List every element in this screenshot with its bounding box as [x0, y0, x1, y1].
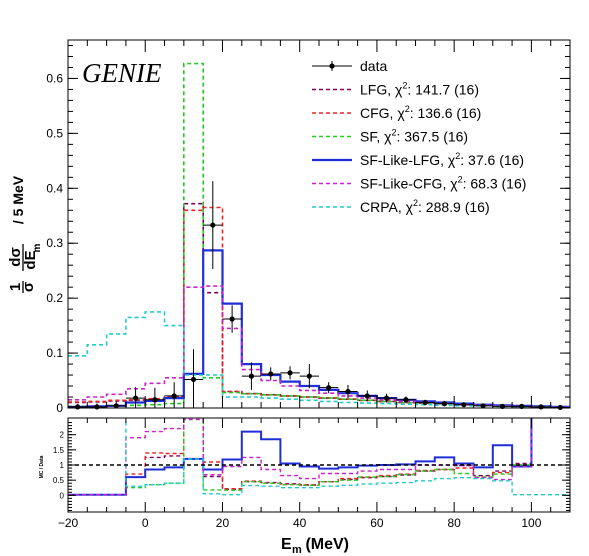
- ratio-y-tick-label: 2: [60, 431, 65, 440]
- ratio-frame: [67, 417, 571, 513]
- data-point: [326, 385, 332, 391]
- main-y-tick-label: 0.5: [46, 126, 63, 140]
- data-point: [557, 404, 563, 411]
- x-axis-label: E m (MeV): [281, 536, 349, 556]
- main-y-tick-label: 0.6: [46, 71, 63, 85]
- data-point: [229, 316, 235, 322]
- data-point: [441, 401, 448, 407]
- main-y-tick-label: 0.3: [46, 236, 63, 250]
- ratio-panel: 0 0.5 1 1.5 2 −20 0 20 40 60 80 100: [53, 417, 571, 530]
- ratio-series-line: [125, 418, 570, 496]
- ratio-x-tick-label: −20: [58, 516, 79, 530]
- data-point: [248, 373, 255, 379]
- legend-data-marker: [329, 63, 335, 69]
- data-point: [94, 404, 100, 410]
- data-point: [383, 395, 390, 401]
- main-panel: 0 0.1 0.2 0.3 0.4 0.5 0.6: [46, 39, 571, 415]
- ratio-y-tick-label: 1: [60, 461, 65, 470]
- ratio-series-line: [68, 418, 533, 496]
- data-point: [345, 388, 351, 395]
- ylabel-de: dE: [22, 250, 39, 269]
- ratio-y-axis-label: MC / Data: [39, 455, 45, 478]
- legend-label: LFG, χ2: 141.7 (16): [360, 81, 479, 98]
- data-point: [190, 376, 197, 383]
- ylabel-sigma: σ: [20, 282, 37, 292]
- data-point: [171, 393, 177, 399]
- series-line: [68, 202, 570, 409]
- xlabel-m: m: [292, 544, 302, 556]
- xlabel-e: E: [281, 536, 292, 553]
- data-point: [364, 393, 370, 399]
- legend-label: CFG, χ2: 136.6 (16): [360, 104, 481, 121]
- data-point: [268, 371, 274, 377]
- data-point: [113, 403, 119, 409]
- main-y-tick-label: 0.1: [46, 346, 63, 360]
- ratio-x-tick-label: 80: [447, 516, 461, 530]
- ratio-x-tick-label: 20: [216, 516, 230, 530]
- ratio-y-tick-label: 1.5: [53, 446, 65, 455]
- data-point: [132, 395, 139, 401]
- ratio-x-tick-label: 60: [370, 516, 384, 530]
- data-point: [306, 373, 312, 379]
- main-y-tick-label: 0: [56, 401, 63, 415]
- series-line: [68, 249, 570, 408]
- main-frame: [67, 39, 571, 409]
- ylabel-dsigma: dσ: [7, 247, 24, 266]
- ratio-x-tick-label: 100: [521, 516, 541, 530]
- genie-label: GENIE: [82, 58, 162, 88]
- main-y-tick-label: 0.4: [46, 181, 63, 195]
- legend-label: CRPA, χ2: 288.9 (16): [360, 198, 490, 215]
- main-y-axis-label: 1 σ dσ dE m / 5 MeV: [7, 175, 43, 293]
- ratio-y-tick-label: 0.5: [53, 476, 65, 485]
- legend-label: SF-Like-CFG, χ2: 68.3 (16): [360, 175, 526, 192]
- data-point: [480, 403, 486, 409]
- ratio-x-tick-label: 0: [142, 516, 149, 530]
- series-line: [68, 285, 570, 409]
- legend-label: SF, χ2: 367.5 (16): [360, 128, 468, 145]
- legend-label: SF-Like-LFG, χ2: 37.6 (16): [360, 151, 524, 168]
- legend-label-data: data: [360, 58, 387, 74]
- xlabel-unit: (MeV): [301, 536, 349, 553]
- data-point: [403, 397, 409, 403]
- series-line: [68, 62, 570, 409]
- data-point: [210, 222, 216, 228]
- main-y-tick-label: 0.2: [46, 291, 63, 305]
- ratio-series-line: [68, 418, 533, 496]
- ylabel-one: 1: [7, 283, 24, 291]
- data-point: [75, 404, 81, 410]
- data-point: [422, 399, 428, 406]
- ratio-plot-area: [68, 418, 570, 496]
- series-line: [68, 206, 570, 409]
- ylabel-m: m: [32, 243, 43, 252]
- data-point: [287, 370, 293, 376]
- data-point: [152, 397, 158, 403]
- data-point: [461, 402, 467, 408]
- legend: data LFG, χ2: 141.7 (16) CFG, χ2: 136.6 (1…: [312, 58, 526, 215]
- ylabel-suffix: / 5 MeV: [10, 175, 26, 224]
- ratio-y-tick-label: 0: [60, 491, 65, 500]
- ratio-x-tick-label: 40: [293, 516, 307, 530]
- data-point: [538, 404, 544, 410]
